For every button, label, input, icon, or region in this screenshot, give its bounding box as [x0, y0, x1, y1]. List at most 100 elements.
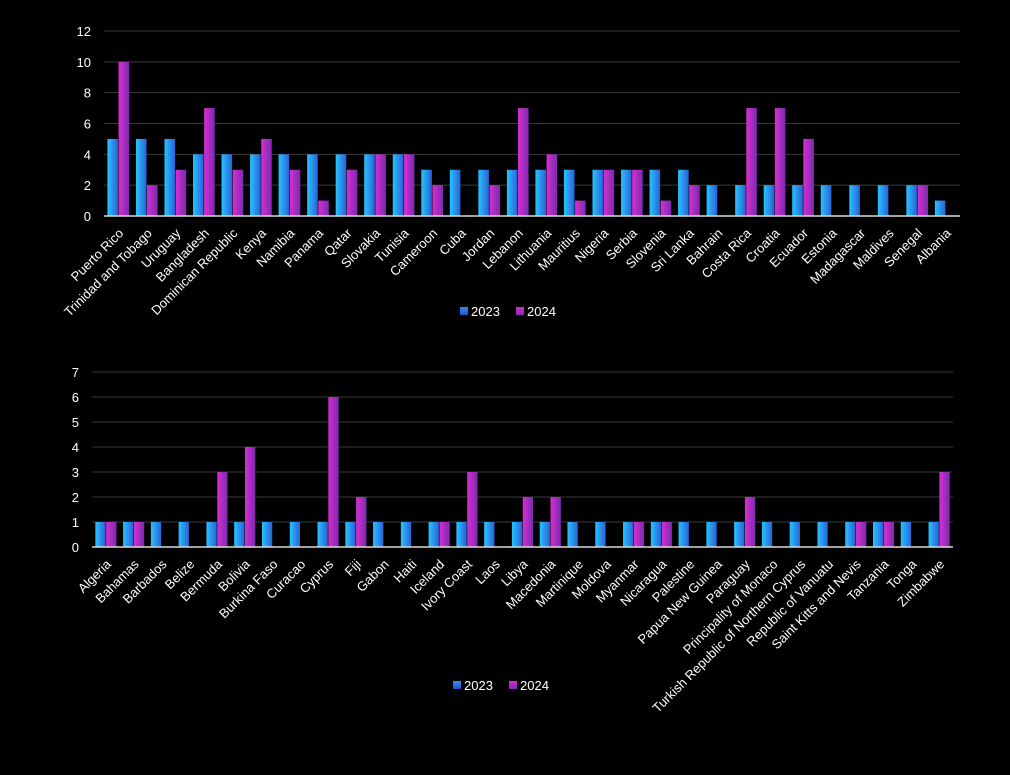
bar-2024-saint-kitts-and-nevis — [856, 522, 867, 547]
bar-2024-trinidad-and-tobago — [147, 185, 158, 216]
bar-2023-nicaragua — [650, 522, 662, 547]
bar-2023-bolivia — [234, 522, 245, 547]
bar-2023-macedonia — [539, 522, 550, 547]
chart-2: 01234567AlgeriaBahamasBarbadosBelizeBerm… — [72, 365, 953, 715]
bar-2023-palestine — [678, 522, 689, 547]
bar-2023-namibia — [278, 154, 290, 216]
y-tick-label: 8 — [84, 86, 91, 101]
bar-2024-lithuania — [546, 154, 558, 216]
bar-2024-macedonia — [550, 497, 561, 547]
legend-swatch-2024 — [509, 681, 517, 689]
y-tick-label: 6 — [84, 117, 91, 132]
bar-2024-bangladesh — [204, 108, 215, 216]
bar-2023-bangladesh — [193, 154, 204, 216]
bar-2024-slovakia — [375, 154, 386, 216]
bar-2023-bahamas — [123, 522, 134, 547]
y-tick-label: 2 — [72, 490, 79, 505]
bar-2023-fiji — [345, 522, 356, 547]
bar-2023-moldova — [595, 522, 606, 547]
legend-swatch-2024 — [516, 307, 524, 315]
legend-label-2024: 2024 — [520, 678, 549, 693]
bar-2024-uruguay — [175, 169, 187, 216]
bar-2024-puerto-rico — [118, 61, 130, 217]
bar-2023-bermuda — [206, 522, 217, 547]
bar-2023-lithuania — [535, 169, 546, 216]
bar-2023-cameroon — [421, 169, 432, 216]
x-tick-label: Fiji — [342, 556, 364, 578]
bar-2024-cameroon — [432, 185, 443, 216]
y-tick-label: 2 — [84, 178, 91, 193]
bar-2024-jordan — [489, 185, 501, 216]
bar-2024-bermuda — [217, 472, 228, 547]
bar-2023-turkish-republic-of-northern-cyprus — [789, 522, 800, 547]
y-tick-label: 1 — [72, 515, 79, 530]
bar-2023-saint-kitts-and-nevis — [845, 522, 856, 547]
bar-2024-libya — [522, 497, 534, 547]
bar-2024-paraguay — [744, 497, 756, 547]
bar-2024-sri-lanka — [689, 185, 700, 216]
legend-label-2024: 2024 — [527, 304, 556, 319]
bar-2023-tonga — [900, 522, 912, 547]
x-tick-label: Laos — [472, 556, 503, 587]
bar-2023-tanzania — [873, 522, 884, 547]
bar-2023-barbados — [150, 522, 162, 547]
bar-2024-serbia — [632, 169, 643, 216]
legend-label-2023: 2023 — [471, 304, 500, 319]
bar-2023-senegal — [906, 185, 917, 216]
bar-2023-principality-of-monaco — [761, 522, 773, 547]
bar-2023-slovenia — [649, 169, 661, 216]
bar-2023-costa-rica — [735, 185, 746, 216]
bar-2024-mauritius — [575, 200, 586, 216]
bar-2024-fiji — [356, 497, 367, 547]
bar-2023-jordan — [478, 169, 489, 216]
bar-2024-nicaragua — [661, 522, 672, 547]
y-tick-label: 5 — [72, 415, 79, 430]
x-tick-label: Gabon — [354, 557, 392, 595]
bar-2023-madagascar — [849, 185, 860, 216]
bar-2023-zimbabwe — [928, 522, 939, 547]
bar-2024-croatia — [774, 108, 786, 216]
bar-2024-dominican-republic — [232, 169, 244, 216]
y-tick-label: 0 — [72, 540, 79, 555]
bar-2023-mauritius — [563, 169, 575, 216]
bar-2023-estonia — [820, 185, 832, 216]
y-tick-label: 3 — [72, 465, 79, 480]
bar-2023-libya — [511, 522, 523, 547]
bar-2024-tunisia — [403, 154, 415, 216]
bar-2023-haiti — [400, 522, 412, 547]
bar-2023-dominican-republic — [221, 154, 233, 216]
bar-2023-maldives — [877, 185, 889, 216]
y-tick-label: 4 — [72, 440, 79, 455]
bar-2024-panama — [318, 200, 329, 216]
bar-2024-myanmar — [633, 522, 645, 547]
bar-2023-bahrain — [706, 185, 718, 216]
bar-2023-laos — [484, 522, 495, 547]
bar-2023-uruguay — [164, 138, 176, 216]
bar-2024-cyprus — [328, 397, 339, 547]
bar-2024-ivory-coast — [467, 472, 478, 547]
bar-2023-curacao — [289, 522, 301, 547]
y-tick-label: 10 — [77, 55, 91, 70]
bar-2023-kenya — [250, 154, 261, 216]
bar-2023-burkina-faso — [261, 522, 273, 547]
bar-2024-algeria — [106, 522, 117, 547]
bar-2023-tunisia — [392, 154, 404, 216]
bar-2023-cyprus — [317, 522, 328, 547]
bar-2023-myanmar — [623, 522, 634, 547]
bar-2024-ecuador — [803, 138, 814, 216]
bar-2024-costa-rica — [746, 108, 757, 216]
bar-2024-bahamas — [133, 522, 145, 547]
bar-2023-serbia — [621, 169, 632, 216]
bar-2023-belize — [178, 522, 189, 547]
bar-2023-algeria — [95, 522, 106, 547]
bar-2024-qatar — [346, 169, 358, 216]
bar-2023-cuba — [449, 169, 461, 216]
legend-swatch-2023 — [460, 307, 468, 315]
bar-2024-senegal — [917, 185, 929, 216]
bar-2023-republic-of-vanuatu — [817, 522, 828, 547]
bar-2023-ecuador — [792, 185, 803, 216]
bar-2023-lebanon — [506, 169, 518, 216]
